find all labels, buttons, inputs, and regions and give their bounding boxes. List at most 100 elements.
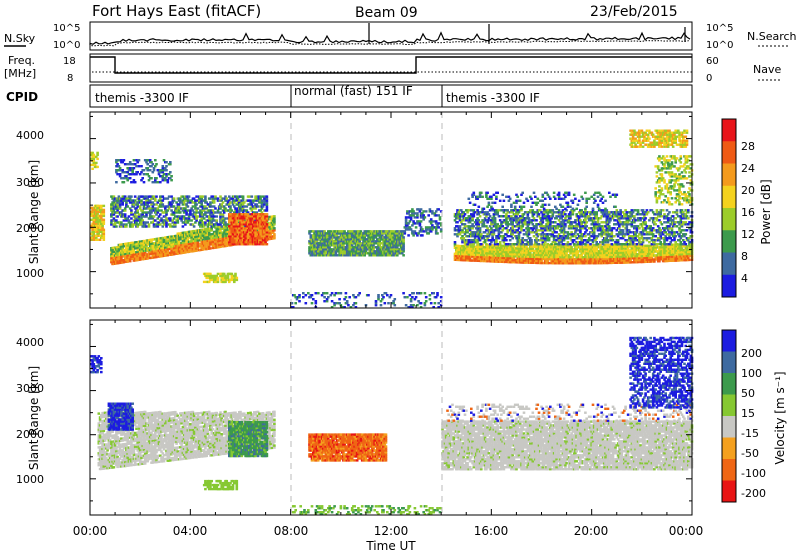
data-cell: [376, 240, 379, 243]
data-cell: [147, 225, 151, 228]
data-cell: [102, 222, 106, 225]
data-cell: [120, 245, 123, 248]
data-cell: [181, 203, 185, 206]
data-cell: [269, 217, 272, 221]
data-cell: [229, 205, 232, 208]
data-cell: [145, 215, 148, 218]
data-cell: [212, 219, 216, 222]
data-cell: [508, 256, 512, 260]
data-cell: [481, 255, 484, 259]
data-cell: [258, 239, 261, 242]
data-cell: [493, 260, 497, 263]
data-cell: [545, 255, 548, 259]
data-cell: [579, 262, 582, 265]
data-cell: [342, 248, 345, 251]
data-cell: [176, 221, 180, 224]
data-cell: [112, 213, 116, 216]
data-cell: [122, 213, 126, 216]
data-cell: [147, 175, 151, 178]
data-cell: [120, 213, 123, 216]
data-cell: [116, 173, 119, 176]
data-cell: [132, 201, 136, 204]
data-cell: [95, 220, 98, 223]
data-cell: [312, 234, 315, 237]
data-cell: [175, 211, 178, 214]
data-cell: [91, 212, 94, 216]
data-cell: [248, 195, 251, 198]
data-cell: [402, 236, 405, 239]
data-cell: [130, 213, 133, 216]
data-cell: [126, 258, 129, 261]
data-cell: [334, 252, 338, 255]
data-cell: [160, 205, 163, 208]
data-cell: [584, 260, 587, 263]
data-cell: [154, 181, 157, 184]
data-cell: [189, 201, 192, 204]
data-cell: [121, 161, 124, 164]
data-cell: [102, 212, 106, 216]
data-cell: [235, 221, 239, 224]
data-cell: [189, 209, 192, 212]
data-cell: [186, 238, 190, 242]
data-cell: [256, 199, 260, 202]
data-cell: [131, 171, 134, 174]
data-cell: [157, 209, 161, 212]
data-cell: [259, 213, 262, 216]
data-cell: [154, 225, 157, 228]
data-cell: [150, 165, 153, 168]
data-cell: [525, 261, 528, 264]
data-cell: [392, 232, 395, 235]
data-cell: [184, 231, 187, 234]
data-cell: [164, 215, 167, 218]
data-cell: [540, 259, 543, 263]
data-cell: [571, 248, 575, 251]
data-cell: [246, 211, 250, 214]
data-cell: [256, 195, 260, 198]
data-cell: [334, 244, 338, 247]
data-cell: [125, 252, 128, 255]
data-cell: [170, 249, 173, 252]
data-cell: [265, 233, 269, 236]
data-cell: [164, 219, 167, 222]
data-cell: [181, 195, 185, 198]
data-cell: [174, 225, 177, 228]
data-cell: [439, 222, 443, 225]
data-cell: [154, 219, 157, 222]
data-cell: [269, 221, 272, 225]
data-cell: [581, 246, 585, 249]
data-cell: [211, 242, 215, 246]
data-cell: [347, 232, 350, 235]
data-cell: [140, 201, 143, 204]
data-cell: [333, 242, 336, 245]
data-cell: [260, 237, 264, 240]
data-cell: [238, 209, 241, 212]
data-cell: [125, 248, 128, 251]
data-cell: [112, 256, 116, 259]
data-cell: [120, 259, 123, 262]
data-cell: [314, 230, 318, 233]
data-cell: [130, 209, 133, 212]
data-cell: [241, 211, 245, 214]
data-cell: [229, 215, 232, 218]
data-cell: [340, 232, 344, 235]
data-cell: [156, 201, 160, 204]
data-cell: [491, 258, 494, 261]
data-cell: [164, 177, 167, 180]
data-cell: [249, 227, 252, 230]
data-cell: [392, 236, 395, 239]
data-cell: [165, 221, 168, 224]
data-cell: [394, 238, 398, 241]
data-cell: [318, 234, 321, 237]
data-cell: [172, 213, 176, 216]
data-cell: [259, 205, 262, 208]
data-cell: [334, 238, 338, 241]
data-cell: [352, 234, 355, 237]
data-cell: [184, 197, 187, 200]
data-cell: [132, 249, 136, 252]
data-cell: [151, 205, 155, 208]
data-cell: [148, 159, 152, 162]
data-cell: [264, 241, 267, 244]
data-cell: [98, 238, 102, 241]
data-cell: [116, 258, 119, 261]
data-cell: [256, 241, 260, 244]
